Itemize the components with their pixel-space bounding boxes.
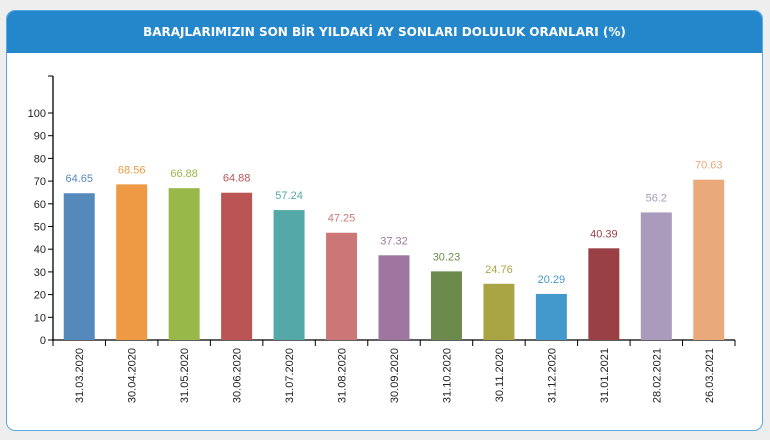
bar: [430, 271, 462, 340]
x-tick-label: 31.08.2020: [337, 348, 349, 403]
y-tick-label: 80: [34, 153, 46, 165]
x-tick-label: 31.10.2020: [441, 348, 453, 403]
bar: [588, 248, 620, 340]
data-label: 24.76: [485, 264, 513, 276]
data-label: 30.23: [433, 251, 461, 263]
y-tick-label: 60: [34, 199, 46, 211]
data-label: 68.56: [118, 164, 146, 176]
bar: [483, 283, 515, 340]
x-tick-label: 30.11.2020: [494, 348, 506, 402]
x-tick-label: 28.02.2021: [651, 348, 663, 403]
x-tick-label: 31.03.2020: [74, 348, 86, 403]
bar: [168, 188, 200, 340]
bar: [378, 255, 410, 340]
bar: [693, 179, 725, 340]
bar: [221, 192, 253, 340]
x-tick-label: 30.09.2020: [389, 348, 401, 403]
data-label: 56.2: [646, 192, 667, 204]
bar: [640, 212, 672, 340]
y-tick-label: 0: [40, 335, 46, 347]
x-tick-label: 31.07.2020: [284, 348, 296, 403]
y-tick-label: 100: [28, 108, 46, 120]
data-label: 47.25: [328, 213, 356, 225]
x-tick-label: 31.12.2020: [546, 348, 558, 403]
bar: [273, 210, 305, 340]
y-tick-label: 30: [34, 267, 46, 279]
data-label: 20.29: [538, 274, 566, 286]
y-tick-label: 50: [34, 222, 46, 234]
y-tick-label: 70: [34, 176, 46, 188]
bar: [535, 293, 567, 340]
bar: [116, 184, 148, 340]
y-tick-label: 40: [34, 244, 46, 256]
data-label: 66.88: [170, 168, 198, 180]
x-tick-label: 31.05.2020: [179, 348, 191, 403]
data-label: 40.39: [590, 228, 618, 240]
x-tick-label: 31.01.2021: [599, 348, 611, 403]
x-tick-label: 30.04.2020: [127, 348, 139, 403]
x-tick-label: 30.06.2020: [232, 348, 244, 403]
data-label: 64.88: [223, 173, 251, 185]
bar: [63, 193, 95, 340]
data-label: 57.24: [275, 190, 303, 202]
data-label: 37.32: [380, 235, 408, 247]
y-tick-label: 90: [34, 131, 46, 143]
bar: [326, 232, 358, 340]
y-tick-label: 20: [34, 290, 46, 302]
y-tick-label: 10: [34, 312, 46, 324]
x-tick-label: 26.03.2021: [704, 348, 716, 403]
chart-title: BARAJLARIMIZIN SON BİR YILDAKİ AY SONLAR…: [7, 11, 762, 53]
data-label: 64.65: [65, 173, 93, 185]
data-label: 70.63: [695, 160, 723, 172]
